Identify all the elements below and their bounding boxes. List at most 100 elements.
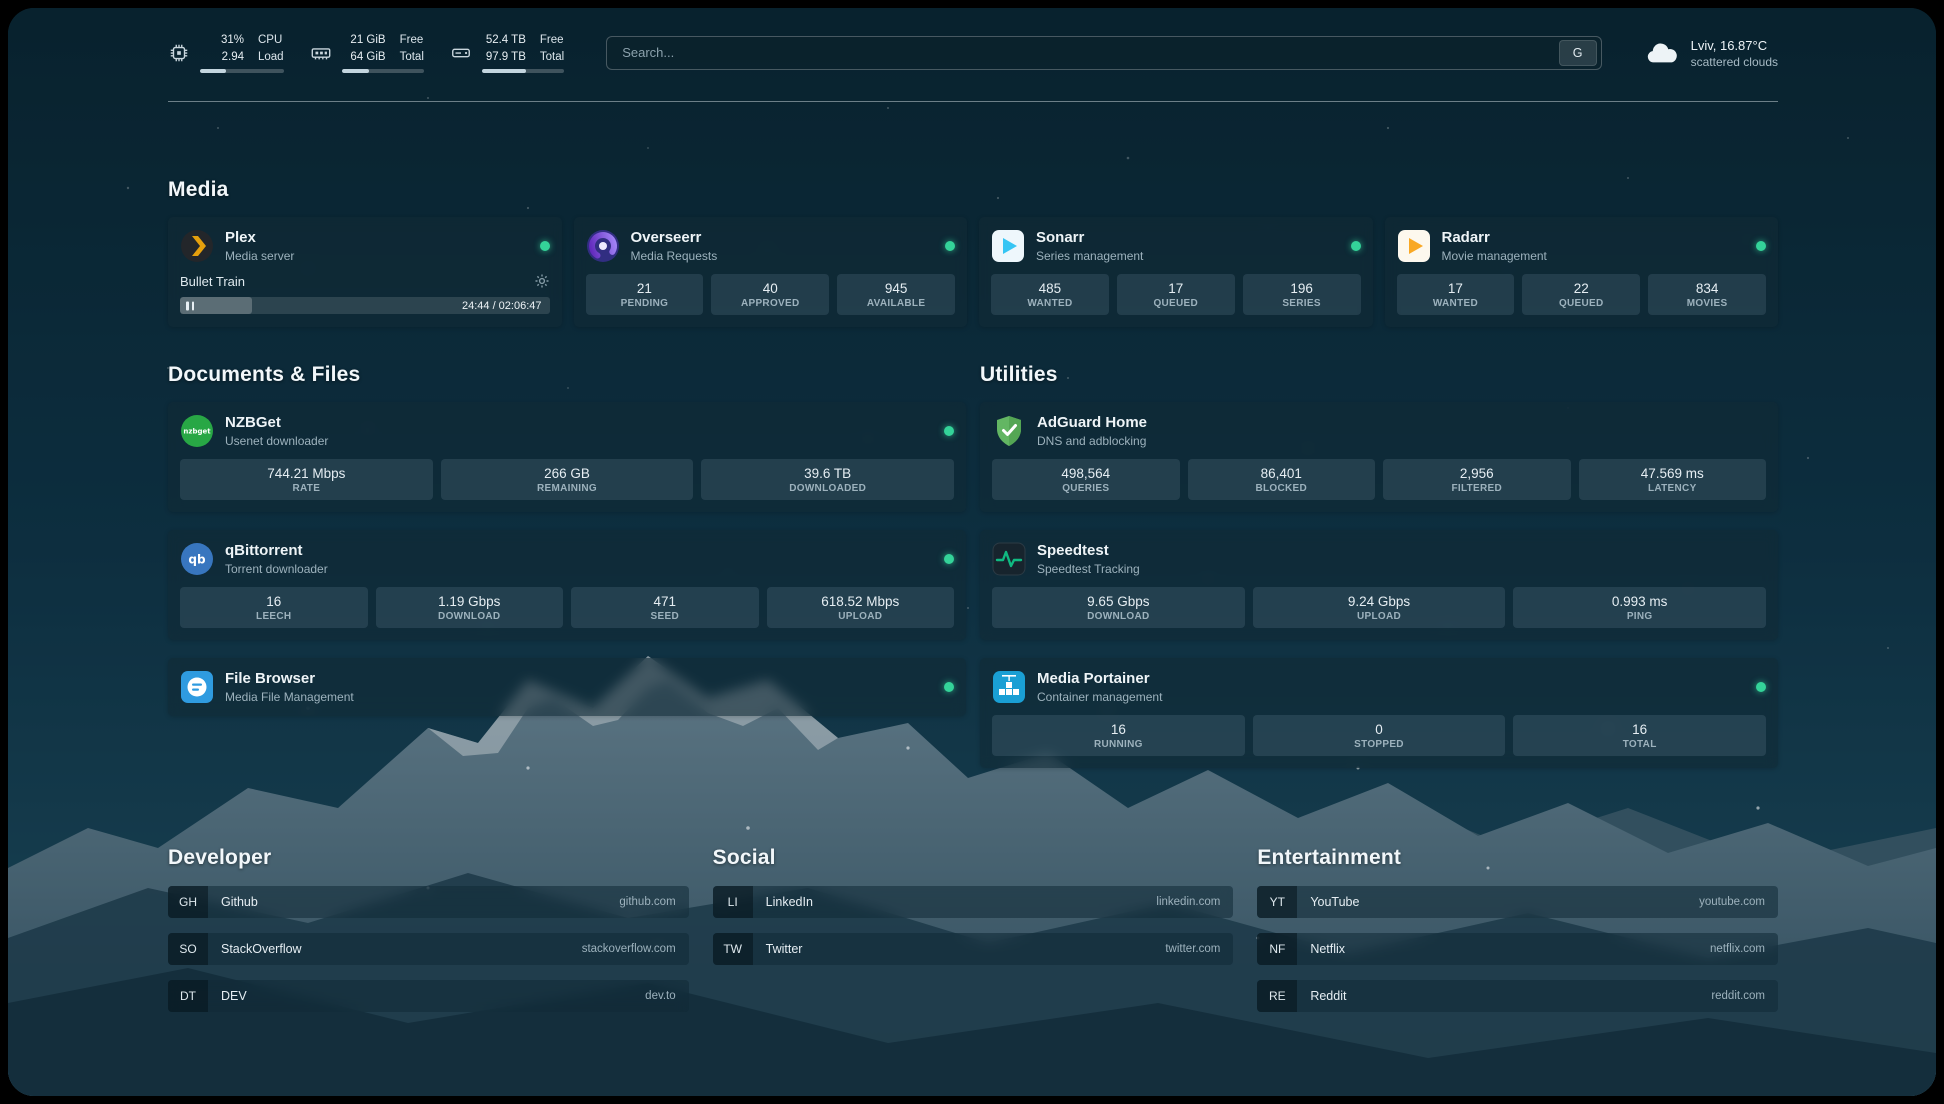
weather-condition: scattered clouds [1690, 54, 1778, 69]
service-card-filebrowser[interactable]: File Browser Media File Management [168, 658, 966, 717]
cpu-icon [170, 44, 188, 61]
stat-value: 2,956 [1459, 466, 1494, 482]
middle-columns: Documents & Files nzbget NZBGet Usenet d… [168, 327, 1778, 769]
stat-box: 834 MOVIES [1648, 274, 1766, 316]
documents-column: Documents & Files nzbget NZBGet Usenet d… [168, 327, 966, 717]
pause-button[interactable] [186, 301, 195, 311]
disk-readout: 52.4 TB 97.9 TB Free Total [481, 32, 565, 74]
stat-box: 498,564 QUERIES [992, 459, 1180, 501]
stat-value: 266 GB [544, 466, 590, 482]
service-desc: Movie management [1441, 249, 1547, 264]
service-desc: Usenet downloader [225, 434, 329, 449]
search-provider-button[interactable]: G [1558, 39, 1597, 66]
bookmark-linkedin[interactable]: LI LinkedIn linkedin.com [712, 886, 1234, 919]
resource-widget-disk: 52.4 TB 97.9 TB Free Total [450, 32, 565, 74]
sonarr-icon [991, 229, 1025, 263]
service-card-radarr[interactable]: Radarr Movie management 17 WANTED 22 QUE… [1384, 217, 1778, 328]
stat-value: 47.569 ms [1640, 466, 1704, 482]
stat-label: DOWNLOAD [438, 611, 501, 623]
stat-label: SERIES [1282, 298, 1321, 310]
weather-location: Lviv, 16.87°C [1690, 37, 1768, 53]
bookmark-domain: linkedin.com [1156, 896, 1221, 909]
stat-box: 0 STOPPED [1252, 715, 1506, 757]
stat-box: 2,956 FILTERED [1383, 459, 1571, 501]
resource-widget-cpu: 31% 2.94 CPU Load [168, 32, 284, 74]
stat-value: 834 [1695, 281, 1719, 297]
stat-label: LEECH [256, 611, 292, 623]
service-card-sonarr[interactable]: Sonarr Series management 485 WANTED 17 Q… [979, 217, 1373, 328]
service-card-overseerr[interactable]: Overseerr Media Requests 21 PENDING 40 A… [573, 217, 967, 328]
disk-free-value: 52.4 TB [485, 34, 526, 46]
stat-label: WANTED [1432, 298, 1478, 310]
bookmark-abbr: NF [1257, 933, 1298, 966]
bookmark-reddit[interactable]: RE Reddit reddit.com [1257, 980, 1778, 1013]
service-card-portainer[interactable]: Media Portainer Container management 16 … [980, 658, 1778, 769]
stat-box: 1.19 Gbps DOWNLOAD [375, 587, 563, 629]
service-name: qBittorrent [225, 542, 303, 560]
svg-text:nzbget: nzbget [183, 428, 211, 436]
stat-value: 0.993 ms [1611, 594, 1668, 610]
bookmark-youtube[interactable]: YT YouTube youtube.com [1257, 886, 1778, 919]
stat-value: 1.19 Gbps [438, 594, 501, 610]
bookmark-twitter[interactable]: TW Twitter twitter.com [712, 933, 1234, 966]
service-desc: DNS and adblocking [1037, 434, 1147, 449]
stat-label: AVAILABLE [866, 298, 926, 310]
bookmark-dev[interactable]: DT DEV dev.to [168, 980, 689, 1013]
service-desc: Series management [1036, 249, 1144, 264]
stat-box: 618.52 Mbps UPLOAD [766, 587, 954, 629]
now-playing-title: Bullet Train [180, 273, 246, 289]
stat-box: 9.65 Gbps DOWNLOAD [992, 587, 1245, 629]
stat-label: QUERIES [1062, 483, 1110, 495]
bookmark-domain: dev.to [645, 990, 676, 1003]
adguard-icon [992, 414, 1026, 448]
section-title-documents: Documents & Files [168, 363, 361, 387]
stat-label: TOTAL [1622, 739, 1657, 751]
stat-label: RUNNING [1093, 739, 1143, 751]
stat-box: 0.993 ms PING [1513, 587, 1766, 629]
weather-widget: Lviv, 16.87°C scattered clouds [1644, 37, 1778, 69]
search-input[interactable] [620, 44, 1559, 62]
stat-value: 40 [762, 281, 778, 297]
bookmarks-row: Developer GH Github github.com SO StackO… [168, 768, 1778, 1013]
bookmark-abbr: DT [168, 980, 208, 1013]
speedtest-icon [992, 542, 1026, 576]
stat-box: 266 GB REMAINING [440, 459, 694, 501]
bookmark-domain: github.com [619, 896, 676, 909]
settings-gear-icon[interactable] [534, 273, 550, 289]
bookmark-github[interactable]: GH Github github.com [168, 886, 689, 919]
plex-icon [180, 229, 214, 263]
service-card-adguard[interactable]: AdGuard Home DNS and adblocking 498,564 … [980, 402, 1778, 513]
status-dot [944, 682, 954, 693]
qbittorrent-icon: qb [180, 542, 214, 576]
stat-value: 498,564 [1061, 466, 1111, 482]
stat-label: LATENCY [1647, 483, 1697, 495]
service-card-plex[interactable]: Plex Media server Bullet Train 24:44 / 0 [168, 217, 562, 328]
stat-value: 16 [1110, 722, 1126, 738]
stat-value: 744.21 Mbps [267, 466, 346, 482]
bookmark-netflix[interactable]: NF Netflix netflix.com [1257, 933, 1778, 966]
resource-widget-memory: 21 GiB 64 GiB Free Total [310, 32, 424, 74]
memory-icon [311, 47, 330, 60]
bookmark-name: YouTube [1310, 895, 1360, 910]
service-desc: Torrent downloader [225, 562, 328, 577]
status-dot [539, 241, 550, 252]
stat-label: APPROVED [740, 298, 800, 310]
service-name: Overseerr [630, 229, 702, 247]
bookmark-stackoverflow[interactable]: SO StackOverflow stackoverflow.com [168, 933, 689, 966]
stat-value: 39.6 TB [804, 466, 852, 482]
bookmark-name: LinkedIn [765, 895, 813, 910]
bookmark-name: Reddit [1310, 989, 1347, 1004]
stat-box: 945 AVAILABLE [837, 274, 955, 316]
bookmark-abbr: YT [1257, 886, 1298, 919]
stat-value: 22 [1573, 281, 1589, 297]
service-card-nzbget[interactable]: nzbget NZBGet Usenet downloader 744.21 M… [168, 402, 966, 513]
service-card-speedtest[interactable]: Speedtest Speedtest Tracking 9.65 Gbps D… [980, 530, 1778, 641]
bookmark-name: StackOverflow [221, 942, 302, 957]
section-title-utilities: Utilities [980, 363, 1058, 387]
dashboard-content: 31% 2.94 CPU Load [8, 8, 1936, 1096]
stat-value: 945 [884, 281, 908, 297]
service-card-qbittorrent[interactable]: qb qBittorrent Torrent downloader 16 LEE… [168, 530, 966, 641]
stat-box: 22 QUEUED [1522, 274, 1641, 316]
stat-box: 17 WANTED [1396, 274, 1515, 316]
overseerr-icon [586, 229, 620, 263]
